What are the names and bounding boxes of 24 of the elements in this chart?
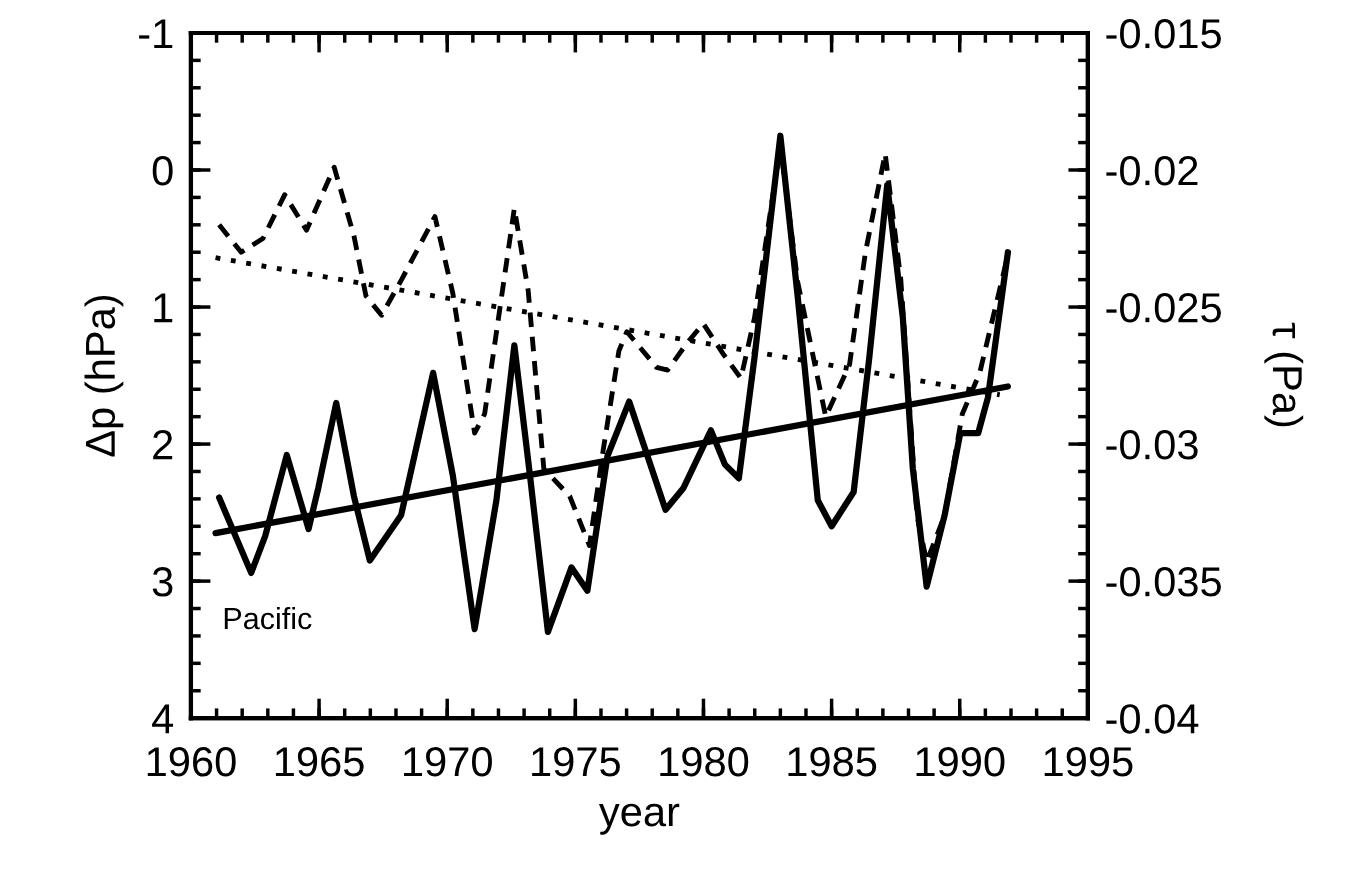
x-tick-label: 1970 bbox=[404, 747, 492, 777]
y2-tick-label: -0.015 bbox=[1106, 18, 1221, 49]
y2-axis-title: τ (Pa) bbox=[1264, 322, 1304, 427]
y2-tick-label: -0.025 bbox=[1106, 293, 1221, 323]
annotation: Pacific bbox=[224, 606, 312, 630]
x-tick-label: 1975 bbox=[532, 747, 620, 777]
y-tick-label: 1 bbox=[154, 293, 173, 323]
x-axis-title: year bbox=[598, 803, 680, 835]
y-tick-label: 4 bbox=[152, 704, 174, 734]
y-axis-title: Δp (hPa) bbox=[84, 295, 124, 457]
y-tick-label: 0 bbox=[152, 156, 173, 186]
y-tick-label: -1 bbox=[139, 19, 173, 49]
y2-tick-label: -0.03 bbox=[1106, 430, 1198, 460]
y-tick-label: 3 bbox=[152, 567, 173, 597]
x-tick-label: 1990 bbox=[916, 747, 1005, 777]
x-tick-label: 1980 bbox=[660, 747, 749, 777]
x-tick-label: 1995 bbox=[1044, 747, 1133, 777]
y2-tick-label: -0.02 bbox=[1106, 156, 1198, 186]
y2-tick-label: -0.04 bbox=[1106, 704, 1199, 734]
x-tick-label: 1965 bbox=[275, 747, 364, 777]
y-tick-label: 2 bbox=[153, 430, 173, 460]
x-tick-label: 1985 bbox=[788, 747, 877, 777]
x-tick-label: 1960 bbox=[147, 747, 236, 777]
y2-tick-label: -0.035 bbox=[1106, 567, 1221, 597]
